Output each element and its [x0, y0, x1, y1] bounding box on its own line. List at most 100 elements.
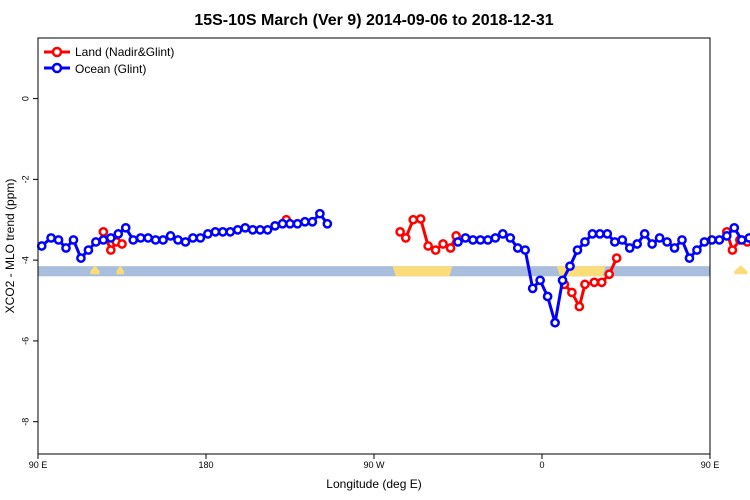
data-point: [596, 277, 607, 288]
y-tick-label: -2: [20, 175, 30, 183]
data-point: [727, 245, 738, 255]
legend-land-marker: [51, 46, 63, 58]
data-point: [395, 227, 405, 237]
series-layer: [36, 208, 750, 328]
data-point: [76, 253, 86, 263]
data-point: [83, 245, 94, 255]
data-point: [609, 237, 620, 247]
data-point: [68, 235, 79, 245]
ocean-band: [38, 266, 710, 277]
data-point: [669, 243, 680, 253]
legend-ocean-label: Ocean (Glint): [75, 62, 146, 76]
data-point: [188, 233, 198, 243]
data-point: [285, 218, 295, 229]
data-point: [557, 275, 568, 286]
data-point: [180, 237, 191, 247]
chart-title: 15S-10S March (Ver 9) 2014-09-06 to 2018…: [194, 12, 553, 29]
data-point: [699, 237, 710, 247]
data-point: [91, 237, 101, 247]
data-point: [128, 235, 139, 245]
data-point: [632, 239, 643, 249]
data-point: [595, 229, 605, 239]
data-point: [744, 233, 750, 243]
data-point: [135, 233, 146, 243]
data-point: [165, 231, 176, 241]
land-band-segment: [392, 266, 453, 277]
data-point: [408, 214, 419, 225]
data-point: [46, 233, 56, 243]
data-point: [721, 231, 732, 241]
land-band-segment: [734, 265, 748, 275]
data-point: [580, 279, 590, 290]
data-point: [677, 235, 687, 245]
data-point: [315, 208, 325, 219]
data-point: [520, 245, 531, 255]
data-point: [195, 233, 206, 243]
data-point: [567, 287, 577, 298]
data-point: [158, 235, 168, 245]
data-point: [565, 261, 575, 272]
data-point: [453, 237, 463, 247]
data-point: [36, 241, 47, 251]
land-band-segment: [90, 265, 100, 275]
data-point: [203, 229, 213, 239]
y-tick-label: -6: [20, 337, 30, 345]
data-point: [217, 227, 228, 237]
data-point: [120, 222, 131, 233]
data-point: [490, 233, 501, 243]
legend: Land (Nadir&Glint) Ocean (Glint): [44, 45, 174, 76]
data-point: [300, 216, 310, 227]
data-point: [105, 233, 116, 243]
y-tick-label: -4: [20, 256, 30, 264]
y-axis-title: XCO2 - MLO trend (ppm): [3, 179, 17, 314]
data-point: [647, 239, 657, 249]
data-point: [617, 235, 628, 245]
data-point: [307, 216, 318, 227]
data-point: [255, 224, 265, 235]
data-point: [262, 224, 273, 235]
land-series: [98, 214, 750, 312]
data-point: [247, 224, 258, 235]
data-point: [535, 275, 545, 286]
y-tick-label: 0: [20, 96, 30, 101]
data-point: [98, 227, 109, 237]
data-point: [105, 245, 116, 255]
data-point: [512, 243, 523, 253]
data-point: [210, 227, 221, 237]
data-point: [232, 224, 243, 235]
data-point: [173, 235, 183, 245]
data-point: [400, 233, 411, 243]
land-band-segment: [116, 265, 124, 275]
data-point: [707, 235, 717, 245]
data-point: [572, 245, 583, 255]
data-point: [475, 235, 486, 245]
data-point: [574, 301, 585, 312]
data-point: [639, 229, 650, 239]
data-point: [580, 237, 590, 247]
data-point: [430, 245, 441, 255]
data-point: [692, 245, 702, 255]
data-point: [61, 243, 71, 253]
y-tick-label: -8: [20, 418, 30, 426]
data-point: [589, 277, 600, 288]
x-tick-label: 180: [198, 460, 213, 470]
data-point: [505, 233, 516, 243]
ocean-series: [36, 208, 750, 328]
data-point: [113, 229, 124, 239]
data-point: [729, 222, 740, 233]
data-point: [587, 229, 598, 239]
data-point: [662, 237, 672, 247]
data-point: [225, 227, 236, 237]
data-point: [468, 235, 478, 245]
data-point: [438, 239, 448, 249]
data-point: [117, 239, 127, 249]
data-point: [527, 283, 538, 294]
data-point: [684, 253, 695, 263]
data-point: [714, 235, 725, 245]
data-point: [497, 229, 508, 239]
data-point: [483, 235, 493, 245]
data-point: [143, 233, 153, 243]
data-point: [53, 235, 64, 245]
